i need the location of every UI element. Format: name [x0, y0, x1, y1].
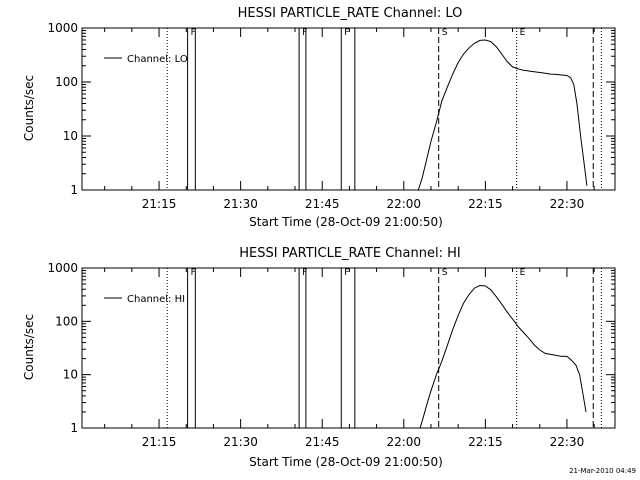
event-marker-label: F [344, 268, 349, 278]
event-marker-label: S [442, 268, 448, 278]
plot-panel-lo: HESSI PARTICLE_RATE Channel: LO Counts/s… [22, 6, 616, 229]
y-axis-label: Counts/sec [22, 314, 36, 380]
timestamp-stamp: 21-Mar-2010 04:49 [569, 467, 636, 475]
event-marker-label: E [520, 28, 526, 38]
event-marker-label: F [191, 28, 196, 38]
plot-frame [81, 267, 616, 429]
x-tick-label: 21:30 [223, 197, 258, 211]
x-tick-label: 22:30 [550, 197, 585, 211]
event-marker-label: F [302, 28, 307, 38]
x-tick-label: 21:45 [305, 435, 340, 449]
y-tick-label: 1 [70, 421, 78, 435]
y-tick-label: 10 [63, 129, 78, 143]
x-tick-label: 21:15 [142, 435, 177, 449]
x-tick-label: 21:30 [223, 435, 258, 449]
x-tick-label: 21:45 [305, 197, 340, 211]
event-marker-label: S [442, 28, 448, 38]
plot-frame [81, 27, 616, 191]
series-line [419, 284, 587, 429]
legend-entry: Channel: HI [127, 294, 185, 305]
x-axis-label: Start Time (28-Oct-09 21:00:50) [249, 215, 443, 229]
y-tick-label: 100 [55, 314, 78, 328]
plot-panel-hi: HESSI PARTICLE_RATE Channel: HI Counts/s… [22, 246, 616, 469]
plot-title: HESSI PARTICLE_RATE Channel: HI [239, 246, 460, 261]
y-tick-label: 1000 [47, 261, 78, 275]
x-tick-label: 22:00 [386, 435, 421, 449]
y-tick-label: 1000 [47, 21, 78, 35]
plot-title: HESSI PARTICLE_RATE Channel: LO [238, 6, 463, 21]
x-tick-label: 22:15 [468, 197, 503, 211]
x-tick-label: 22:00 [386, 197, 421, 211]
event-marker-label: F [302, 268, 307, 278]
y-tick-label: 1 [70, 183, 78, 197]
y-tick-label: 10 [63, 368, 78, 382]
x-axis-label: Start Time (28-Oct-09 21:00:50) [249, 455, 443, 469]
y-tick-label: 100 [55, 75, 78, 89]
x-tick-label: 21:15 [142, 197, 177, 211]
y-axis-label: Counts/sec [22, 75, 36, 141]
x-tick-label: 22:15 [468, 435, 503, 449]
legend-entry: Channel: LO [127, 54, 188, 65]
event-marker-label: F [344, 28, 349, 38]
event-marker-label: E [520, 268, 526, 278]
series-line [417, 39, 588, 191]
event-marker-label: F [191, 268, 196, 278]
x-tick-label: 22:30 [550, 435, 585, 449]
